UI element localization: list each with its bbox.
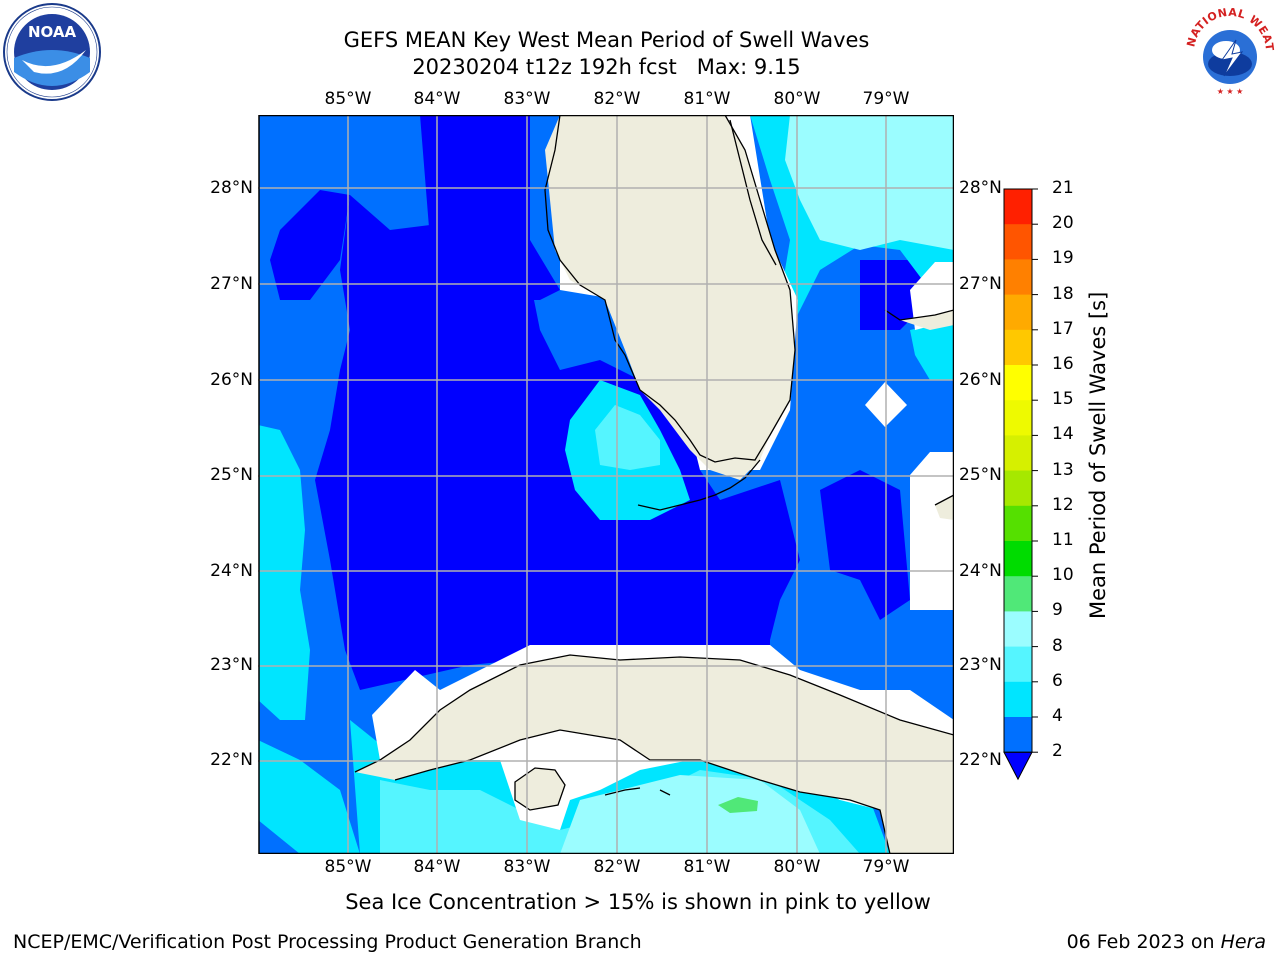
left-lat-label-24: 24°N (210, 561, 253, 581)
footer-host: Hera (1220, 931, 1266, 953)
left-lat-label-22: 22°N (210, 750, 253, 770)
colorbar-tick-label: 20 (1052, 213, 1074, 234)
nws-logo: NATIONAL WEATHER SERVICE ★ ★ ★ (1175, 0, 1280, 102)
colorbar-band (1004, 224, 1032, 260)
field-palecyan-ne (785, 115, 954, 250)
colorbar-band (1004, 576, 1032, 612)
bottom-lon-label-84: 84°W (413, 857, 461, 877)
left-lat-label-26: 26°N (210, 370, 253, 390)
colorbar-tick-label: 18 (1052, 283, 1074, 304)
field-green-south (718, 797, 758, 813)
bottom-lon-label-82: 82°W (593, 857, 641, 877)
footer-date-text: 06 Feb 2023 on (1066, 931, 1221, 953)
bottom-lon-label-80: 80°W (773, 857, 821, 877)
colorbar-band (1004, 470, 1032, 507)
colorbar-tick-label: 12 (1052, 494, 1074, 515)
field-deep-right (820, 470, 910, 620)
field-lightcyan-westcoast (595, 405, 660, 470)
colorbar-tick-label: 9 (1052, 600, 1063, 621)
land-florida (545, 115, 795, 480)
right-lat-label-27: 27°N (959, 274, 1002, 294)
colorbar-band (1004, 400, 1032, 436)
colorbar-band (1004, 611, 1032, 648)
colorbar-tick-label: 21 (1052, 178, 1074, 198)
field-deep-north (420, 115, 560, 300)
right-lat-label-25: 25°N (959, 465, 1002, 485)
field-cyan-sw (259, 740, 360, 854)
colorbar-band (1004, 717, 1032, 753)
colorbar-tick-label: 8 (1052, 635, 1063, 656)
map-frame (258, 115, 954, 854)
bottom-lon-label-79: 79°W (862, 857, 910, 877)
bottom-lon-label-83: 83°W (503, 857, 551, 877)
land-bahamas-andros (900, 310, 954, 330)
colorbar-band (1004, 505, 1032, 542)
colorbar-tick-label: 10 (1052, 565, 1074, 586)
bottom-lon-label-81: 81°W (683, 857, 731, 877)
colorbar-tick-label: 13 (1052, 459, 1074, 480)
colorbar-label: Mean Period of Swell Waves [s] (1086, 291, 1110, 619)
colorbar-band (1004, 681, 1032, 718)
colorbar-band (1004, 189, 1032, 225)
right-lat-label-23: 23°N (959, 655, 1002, 675)
colorbar-tick-label: 17 (1052, 318, 1074, 339)
bottom-lon-label-85: 85°W (324, 857, 372, 877)
field-deep-nw (270, 190, 350, 300)
land-east-islands (935, 495, 954, 520)
colorbar-band (1004, 294, 1032, 331)
colorbar-tick-label: 14 (1052, 424, 1074, 445)
top-lon-label-85: 85°W (324, 89, 372, 109)
colorbar-tick-label: 16 (1052, 354, 1074, 374)
svg-text:★ ★ ★: ★ ★ ★ (1217, 87, 1244, 96)
field-cyan-west (259, 425, 310, 720)
colorbar (1000, 186, 1040, 786)
colorbar-tick-label: 15 (1052, 389, 1074, 410)
colorbar-band (1004, 541, 1032, 577)
right-lat-label-22: 22°N (959, 750, 1002, 770)
sea-ice-caption: Sea Ice Concentration > 15% is shown in … (345, 890, 931, 914)
top-lon-label-81: 81°W (683, 89, 731, 109)
footer-credit: NCEP/EMC/Verification Post Processing Pr… (13, 931, 642, 953)
footer-date: 06 Feb 2023 on Hera (1067, 931, 1266, 953)
right-lat-label-28: 28°N (959, 178, 1002, 198)
coastlines (354, 115, 954, 854)
colorbar-tick-label: 19 (1052, 248, 1074, 269)
colorbar-tick-label: 11 (1052, 530, 1074, 550)
left-lat-label-28: 28°N (210, 178, 253, 198)
chart-subtitle: 20230204 t12z 192h fcst Max: 9.15 (412, 55, 801, 79)
field-palecyan-south (560, 775, 820, 854)
graticule (258, 115, 954, 854)
right-lat-label-26: 26°N (959, 370, 1002, 390)
colorbar-band (1004, 646, 1032, 683)
top-lon-label-83: 83°W (503, 89, 551, 109)
right-lat-label-24: 24°N (959, 561, 1002, 581)
left-lat-label-25: 25°N (210, 465, 253, 485)
colorbar-tick-label: 6 (1052, 670, 1063, 691)
noaa-logo: NOAA (2, 2, 102, 102)
field-cyan-east (910, 320, 954, 380)
colorbar-band (1004, 365, 1032, 401)
chart-title: GEFS MEAN Key West Mean Period of Swell … (343, 28, 870, 52)
map-panel (258, 115, 954, 854)
colorbar-band (1004, 329, 1032, 366)
colorbar-band (1004, 435, 1032, 472)
top-lon-label-82: 82°W (593, 89, 641, 109)
colorbar-tick-label: 4 (1052, 706, 1063, 726)
top-lon-label-79: 79°W (862, 89, 910, 109)
colorbar-band (1004, 259, 1032, 296)
field-deep-ne (860, 260, 940, 330)
noaa-logo-text: NOAA (28, 23, 77, 41)
left-lat-label-27: 27°N (210, 274, 253, 294)
colorbar-tick-label: 2 (1052, 741, 1063, 762)
top-lon-label-80: 80°W (773, 89, 821, 109)
colorbar-under-arrow (1003, 751, 1033, 781)
land-cuba (355, 655, 954, 854)
top-lon-label-84: 84°W (413, 89, 461, 109)
left-lat-label-23: 23°N (210, 655, 253, 675)
